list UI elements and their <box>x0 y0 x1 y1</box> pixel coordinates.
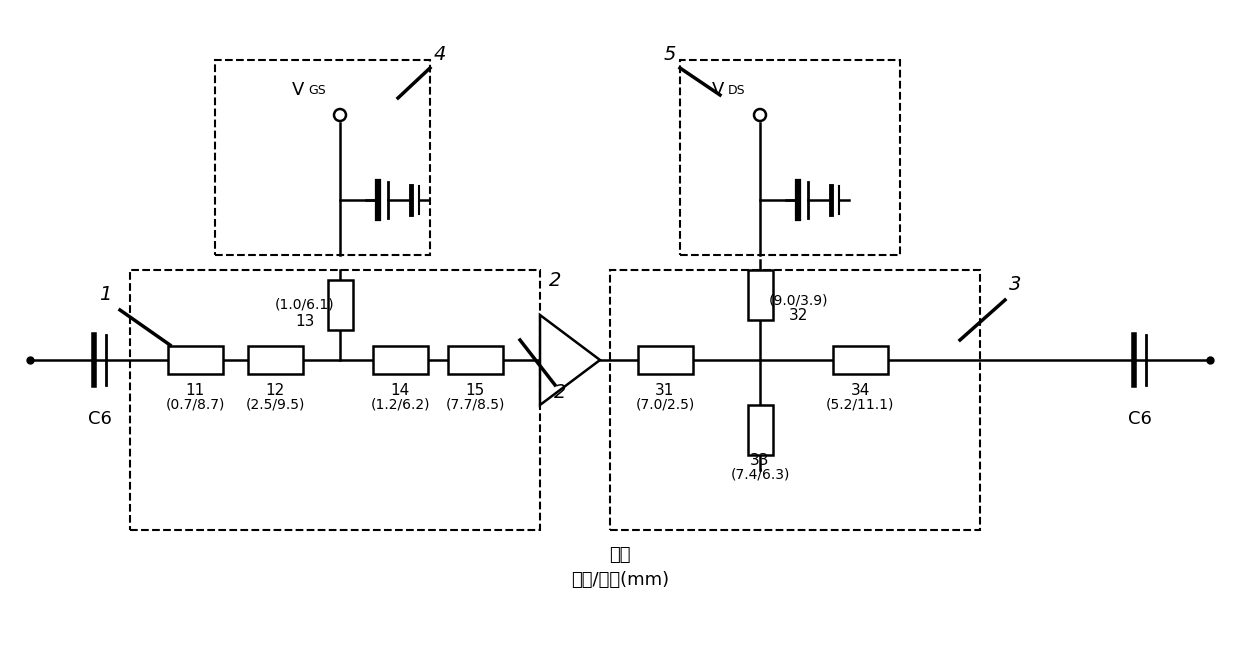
Polygon shape <box>539 315 600 405</box>
Text: (0.7/8.7): (0.7/8.7) <box>165 398 224 412</box>
Bar <box>748 405 773 455</box>
Text: (5.2/11.1): (5.2/11.1) <box>826 398 894 412</box>
Text: 32: 32 <box>789 308 807 323</box>
Bar <box>637 346 692 374</box>
Text: 11: 11 <box>185 383 205 398</box>
Text: V: V <box>291 81 304 99</box>
Bar <box>610 270 980 530</box>
Text: (1.2/6.2): (1.2/6.2) <box>371 398 430 412</box>
Text: (1.0/6.1): (1.0/6.1) <box>275 298 335 312</box>
Text: GS: GS <box>308 84 326 97</box>
Bar <box>832 346 888 374</box>
Text: 12: 12 <box>265 383 285 398</box>
Text: 2: 2 <box>554 384 567 402</box>
Text: 2: 2 <box>549 270 562 290</box>
Bar <box>748 270 773 320</box>
Text: (9.0/3.9): (9.0/3.9) <box>769 293 828 307</box>
Bar <box>167 346 222 374</box>
Text: (7.4/6.3): (7.4/6.3) <box>730 468 790 482</box>
Text: C6: C6 <box>1128 410 1152 428</box>
Text: 31: 31 <box>655 383 675 398</box>
Text: 33: 33 <box>750 453 770 468</box>
Text: (7.7/8.5): (7.7/8.5) <box>445 398 505 412</box>
Text: C6: C6 <box>88 410 112 428</box>
Text: DS: DS <box>728 84 745 97</box>
Text: 3: 3 <box>1009 275 1022 294</box>
Bar <box>448 346 502 374</box>
Bar <box>680 60 900 255</box>
Bar <box>130 270 539 530</box>
Text: 15: 15 <box>465 383 485 398</box>
Text: 4: 4 <box>434 45 446 65</box>
Bar <box>327 280 352 330</box>
Text: 34: 34 <box>851 383 869 398</box>
Bar <box>248 346 303 374</box>
Text: 5: 5 <box>663 45 676 65</box>
Text: 1: 1 <box>99 286 112 305</box>
Text: 编号: 编号 <box>609 546 631 564</box>
Text: (2.5/9.5): (2.5/9.5) <box>246 398 305 412</box>
Text: 14: 14 <box>391 383 409 398</box>
Text: (7.0/2.5): (7.0/2.5) <box>635 398 694 412</box>
Text: 13: 13 <box>295 314 315 329</box>
Bar <box>215 60 430 255</box>
Text: V: V <box>712 81 724 99</box>
Bar <box>372 346 428 374</box>
Text: 宽度/长度(mm): 宽度/长度(mm) <box>570 571 670 589</box>
